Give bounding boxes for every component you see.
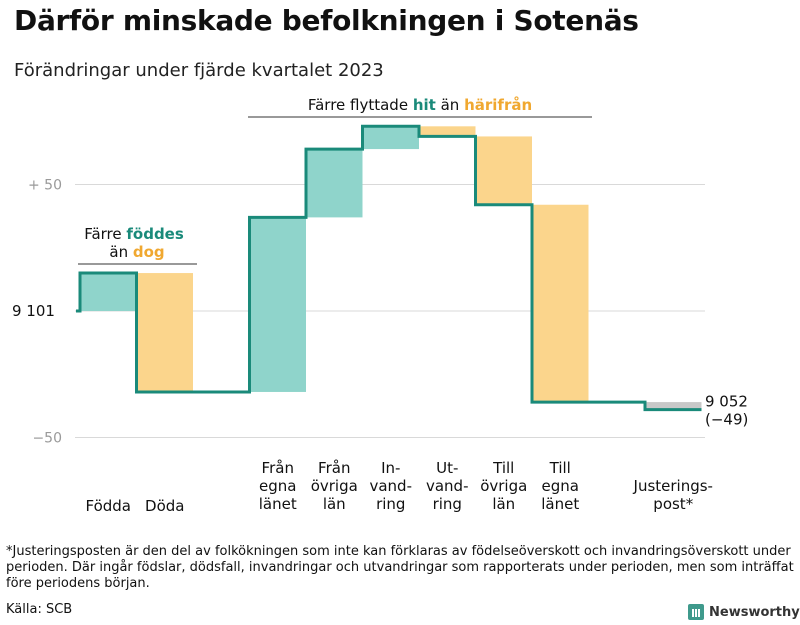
start-value-label: 9 101 [12,302,55,320]
x-label-8-line-0: Justerings- [633,477,713,495]
end-change-label: (−49) [705,411,748,429]
chart-subtitle: Förändringar under fjärde kvartalet 2023 [14,60,384,81]
y-tick-label-0: + 50 [28,178,62,194]
x-label-7-line-0: Till [549,459,571,477]
annotation-births-line1-part-0: Färre [84,225,126,243]
x-label-2-line-2: länet [259,495,297,513]
bar-2 [249,217,306,392]
bar-0 [80,273,137,311]
annotation-births-line1-part-1: föddes [126,225,183,243]
bar-8 [645,402,702,410]
bar-5 [419,126,476,137]
chart-title: Därför minskade befolkningen i Sotenäs [14,4,639,37]
x-label-2-line-1: egna [259,477,296,495]
source: Källa: SCB [6,602,73,617]
x-label-8-line-1: post* [653,495,693,513]
annotation-births-line2: än dog [109,243,164,261]
annotation-migration-part-0: Färre flyttade [308,96,413,114]
x-label-3-line-2: län [323,495,346,513]
bar-3 [306,149,363,218]
end-value-label: 9 052 [705,393,748,411]
annotation-births-line2-part-0: än [109,243,132,261]
x-label-3-line-1: övriga [311,477,358,495]
y-tick-label-1: −50 [32,431,62,447]
x-label-7-line-1: egna [542,477,579,495]
annotation-migration-part-2: än [436,96,464,114]
x-label-5-line-2: ring [433,495,462,513]
x-label-3-line-0: Från [318,459,350,477]
x-label-4-line-0: In- [381,459,400,477]
footnote: *Justeringsposten är den del av folkökni… [6,544,794,591]
annotation-migration-part-1: hit [413,96,436,114]
x-label-4-line-2: ring [376,495,405,513]
brand-name: Newsworthy [709,604,800,620]
x-label-6-line-0: Till [492,459,514,477]
annotation-migration-part-3: härifrån [464,96,532,114]
x-label-2-line-0: Från [262,459,294,477]
bar-1 [136,273,193,392]
brand-logo: Newsworthy [688,604,800,620]
series-line [76,124,702,412]
bar-6 [475,136,532,205]
newsworthy-icon [688,604,704,620]
x-label-6-line-2: län [492,495,515,513]
x-label-6-line-1: övriga [480,477,527,495]
annotation-births-line1: Färre föddes [84,225,184,243]
x-label-0-line-0: Födda [85,497,131,515]
bar-4 [362,126,419,150]
x-label-5-line-0: Ut- [436,459,458,477]
x-label-4-line-1: vand- [369,477,412,495]
x-label-7-line-2: länet [541,495,579,513]
x-label-5-line-1: vand- [426,477,469,495]
annotation-births-line2-part-1: dog [133,243,165,261]
annotation-migration: Färre flyttade hit än härifrån [308,96,532,114]
bar-7 [532,204,589,403]
x-label-1-line-0: Döda [145,497,184,515]
